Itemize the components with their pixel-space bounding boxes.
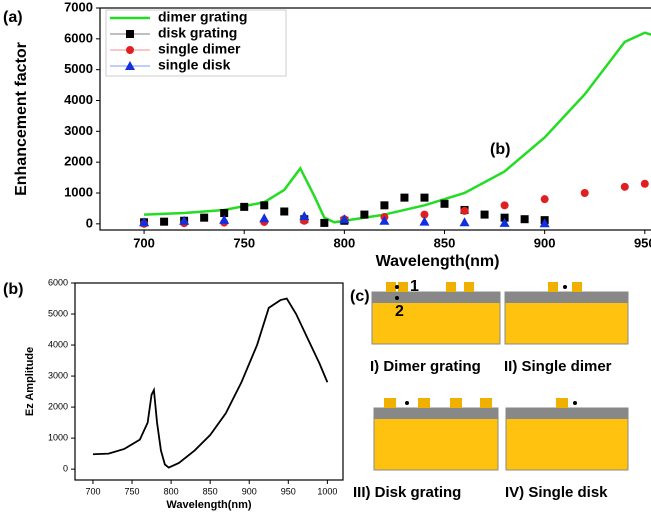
point-label: 1: [410, 278, 419, 295]
marker: [139, 217, 150, 227]
x-tick-label: 850: [203, 486, 218, 496]
x-tick-label: 800: [164, 486, 179, 496]
series-line: [144, 31, 651, 224]
x-tick-label: 800: [334, 235, 356, 250]
diagram-caption: II) Single dimer: [504, 358, 612, 375]
x-tick-label: 950: [634, 235, 651, 250]
plot-frame: [74, 282, 344, 481]
x-tick-label: 750: [125, 486, 140, 496]
marker: [480, 210, 489, 219]
y-tick-label: 7000: [64, 0, 93, 14]
y-tick-label: 0: [63, 464, 68, 474]
point-label: 2: [395, 303, 404, 320]
marker: [640, 179, 649, 188]
marker: [126, 30, 134, 38]
y-tick-label: 6000: [48, 277, 68, 287]
diagram-iii: [373, 398, 499, 471]
marker: [440, 199, 449, 208]
marker: [620, 182, 629, 191]
marker: [260, 201, 269, 210]
y-tick-label: 2000: [48, 401, 68, 411]
x-tick-label: 1000: [317, 486, 337, 496]
diagram-caption: I) Dimer grating: [370, 358, 481, 375]
diagram-caption: IV) Single disk: [505, 484, 608, 501]
diagram-caption: III) Disk grating: [353, 484, 461, 501]
marker: [420, 210, 429, 219]
series-line: [92, 297, 329, 469]
marker: [400, 193, 409, 202]
y-tick-label: 3000: [64, 123, 93, 138]
marker: [280, 207, 289, 216]
y-axis-label: Enhancement factor: [13, 42, 30, 196]
panel-label: (c): [350, 288, 370, 305]
x-tick-label: 750: [233, 235, 255, 250]
marker: [520, 215, 529, 224]
x-tick-label: 950: [281, 486, 296, 496]
marker: [500, 213, 509, 222]
plot-frame: [99, 7, 651, 231]
legend-box: [105, 9, 287, 77]
y-tick-label: 5000: [48, 308, 68, 318]
marker: [419, 216, 430, 226]
marker: [360, 210, 369, 219]
x-tick-label: 900: [242, 486, 257, 496]
annotation: (b): [490, 141, 510, 158]
y-tick-label: 1000: [48, 432, 68, 442]
legend-label: dimer grating: [158, 9, 247, 25]
marker: [380, 201, 389, 210]
y-tick-label: 0: [86, 215, 93, 230]
marker: [179, 215, 190, 225]
marker: [499, 217, 510, 227]
y-tick-label: 4000: [64, 92, 93, 107]
x-axis-label: Wavelength(nm): [376, 253, 500, 270]
panel-label: (b): [3, 281, 23, 298]
x-tick-label: 700: [133, 235, 155, 250]
y-axis-label: Ez Amplitude: [24, 347, 36, 416]
diagram-ii: [504, 282, 629, 345]
marker: [240, 202, 249, 211]
marker: [259, 213, 270, 223]
marker: [126, 46, 134, 54]
diagram-iv: [505, 398, 629, 471]
x-axis-label: Wavelength(nm): [166, 499, 251, 511]
marker: [320, 218, 329, 227]
legend-label: disk grating: [158, 25, 237, 41]
marker: [500, 201, 509, 210]
x-tick-label: 850: [434, 235, 456, 250]
marker: [339, 214, 350, 224]
marker: [459, 217, 470, 227]
marker: [420, 193, 429, 202]
diagram-i: [371, 282, 501, 345]
marker: [539, 218, 550, 228]
y-tick-label: 6000: [64, 30, 93, 45]
marker: [460, 206, 469, 215]
marker: [299, 211, 310, 221]
marker: [220, 209, 229, 218]
x-tick-label: 900: [534, 235, 556, 250]
marker: [160, 217, 169, 226]
marker: [125, 61, 135, 70]
panel-label: (a): [3, 9, 23, 26]
legend-label: single disk: [158, 57, 231, 73]
y-tick-label: 5000: [64, 61, 93, 76]
marker: [540, 195, 549, 204]
marker: [580, 189, 589, 197]
legend-label: single dimer: [158, 41, 241, 57]
y-tick-label: 2000: [64, 154, 93, 169]
y-tick-label: 3000: [48, 370, 68, 380]
marker: [219, 214, 230, 224]
y-tick-label: 4000: [48, 339, 68, 349]
x-tick-label: 700: [85, 486, 100, 496]
y-tick-label: 1000: [64, 184, 93, 199]
marker: [379, 215, 390, 225]
marker: [200, 213, 209, 222]
